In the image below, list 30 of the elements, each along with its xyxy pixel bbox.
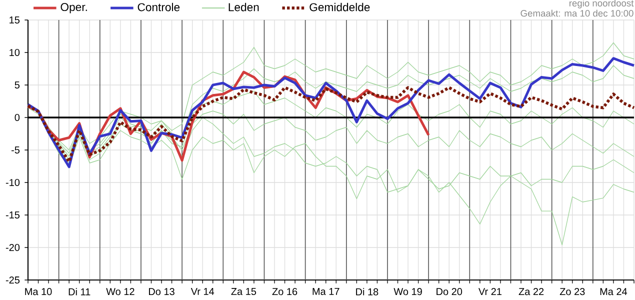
legend-label: Leden [228, 2, 259, 12]
text: regio noordoost [569, 0, 634, 8]
y-tick-label: -20 [6, 244, 20, 252]
x-tick-label: Ma 24 [600, 288, 628, 296]
x-tick-label: Wo 12 [106, 288, 134, 296]
x-tick-label: Za 15 [231, 288, 256, 296]
x-tick-label: Ma 10 [25, 288, 52, 296]
x-tick-label: Ma 17 [312, 288, 340, 296]
legend-label: Gemiddelde [310, 2, 370, 12]
text: Gemaakt: ma 10 dec 10:00 [520, 10, 634, 17]
x-tick-label: Zo 16 [272, 288, 298, 296]
y-tick-label: -25 [6, 276, 20, 284]
x-tick-label: Di 18 [356, 288, 378, 296]
legend-label: Controle [138, 2, 180, 12]
legend-label: Oper. [60, 3, 87, 14]
x-tick-label: Do 20 [436, 288, 462, 296]
y-tick-label: -15 [6, 212, 20, 218]
x-tick-label: Zo 23 [560, 288, 585, 296]
y-tick-label: 0 [14, 114, 20, 122]
y-tick-label: -10 [6, 178, 20, 186]
y-tick-label: -5 [12, 146, 20, 154]
x-tick-label: Vr 21 [478, 288, 502, 296]
x-tick-label: Za 22 [518, 288, 544, 296]
y-tick-label: 15 [10, 16, 20, 24]
y-tick-label: 5 [14, 82, 20, 88]
x-tick-label: Wo 19 [394, 288, 422, 296]
y-tick-label: 10 [10, 48, 20, 56]
x-tick-label: Vr 14 [190, 288, 214, 295]
x-tick-label: Di 11 [68, 288, 90, 296]
x-tick-label: Do 13 [149, 288, 174, 296]
